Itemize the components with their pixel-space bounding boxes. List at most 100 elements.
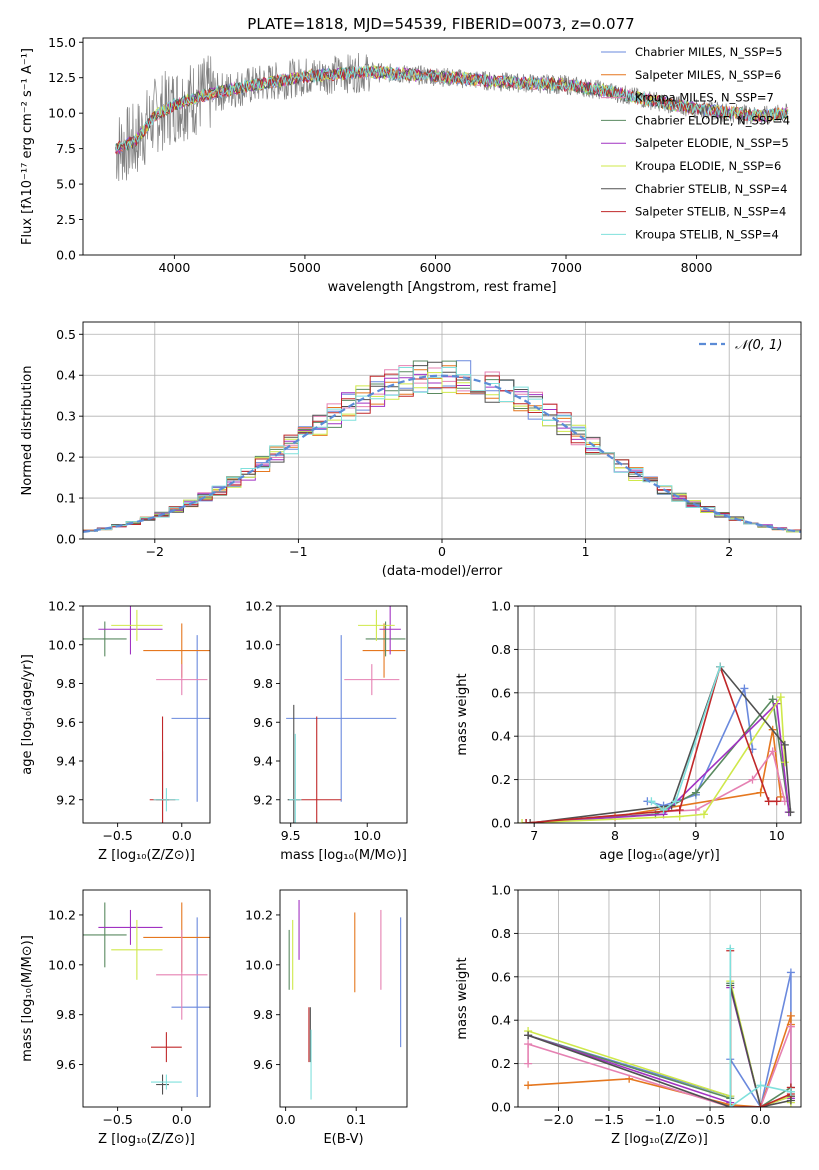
age_vs_mass-axes: 9.5 10.0 9.2 9.4 9.6 9.8 10.0 10.2 mass [log₁₀(M… [245, 599, 408, 863]
y-tick-label: 0.3 [56, 409, 76, 424]
axes-frame [517, 605, 802, 824]
mass_vs_ebv-panel [288, 899, 402, 1100]
x-axis-label: (data-model)/error [382, 564, 503, 579]
y-tick-label: 9.4 [253, 754, 273, 769]
weight-marker [776, 693, 785, 702]
mass_weight_vs_Z-plot-area [524, 944, 795, 1107]
y-tick-label: 0.2 [491, 1056, 511, 1071]
errorbar-point-6 [111, 919, 163, 980]
y-tick-label: 0.1 [56, 491, 76, 506]
spectrum-panel [115, 52, 789, 182]
mass_weight_vs_age-axes: 7 8 9 10 0.0 0.2 0.4 0.6 0.8 1.0 age [log₁₀(age/yr… [455, 599, 802, 863]
weight-marker [524, 1059, 533, 1068]
x-tick-label: 4000 [158, 260, 190, 275]
mass_vs_ebv-plot-area [288, 899, 402, 1100]
y-tick-label: 5.0 [56, 177, 76, 192]
weight-marker [786, 808, 795, 817]
errorbar-point-6 [111, 609, 163, 641]
y-tick-label: 10.0 [245, 957, 273, 972]
y-tick-label: 10.0 [48, 637, 76, 652]
y-tick-label: 0.2 [491, 772, 511, 787]
errorbar-point-1 [171, 917, 210, 1098]
weight-marker [522, 819, 531, 823]
y-tick-label: 10.0 [48, 106, 76, 121]
legend-entry: Kroupa STELIB, N_SSP=4 [635, 227, 779, 241]
y-tick-label: 1.0 [491, 883, 511, 898]
x-tick-label: 1 [582, 544, 590, 559]
x-tick-label: 0.1 [346, 1112, 366, 1127]
y-tick-label: 0.6 [491, 969, 511, 984]
legend-entry: Chabrier STELIB, N_SSP=4 [635, 182, 787, 196]
y-tick-label: 0.0 [491, 1100, 511, 1115]
y-tick-label: 10.0 [245, 637, 273, 652]
errorbar-point-3 [156, 929, 208, 1020]
y-tick-label: 2.5 [56, 212, 76, 227]
legend-entry: 𝒩(0, 1) [735, 338, 782, 353]
x-tick-label: 2 [725, 544, 733, 559]
weight-marker [786, 1087, 795, 1096]
spectrum-axes: 4000 5000 6000 7000 8000 0.0 2.5 5.0 7.5 10.0 12.5… [20, 35, 802, 295]
y-tick-label: 0.6 [491, 685, 511, 700]
weight-marker [716, 662, 725, 671]
y-tick-label: 10.0 [48, 957, 76, 972]
weight-marker [524, 1031, 533, 1040]
weight-marker [786, 1011, 795, 1020]
x-tick-label: 7000 [550, 260, 582, 275]
age_vs_mass-plot-area [286, 606, 406, 823]
weight-marker [748, 775, 757, 784]
weight-marker [768, 747, 777, 756]
weight-marker [671, 797, 680, 806]
errorbar-point-9 [153, 788, 180, 812]
mass_weight_vs_Z-axes: −2.0 −1.5 −1.0 −0.5 0.0 0.0 0.2 0.4 0.6 0.8 1.0 Z [… [455, 883, 802, 1147]
model-spectrum-6 [115, 65, 789, 150]
residuals-panel [83, 322, 801, 540]
y-tick-label: 0.4 [491, 1013, 511, 1028]
figure-title: PLATE=1818, MJD=54539, FIBERID=0073, z=0… [247, 15, 634, 33]
y-tick-label: 9.6 [253, 715, 273, 730]
errorbar-point-3 [156, 664, 208, 696]
y-tick-label: 0.0 [56, 532, 76, 547]
errorbar-point-5 [379, 606, 401, 655]
errorbar-point-8 [150, 1032, 182, 1063]
y-tick-label: 0.0 [491, 816, 511, 831]
weight-marker [524, 1040, 533, 1049]
x-tick-label: −1.5 [594, 1112, 624, 1127]
y-tick-label: 10.2 [48, 599, 76, 614]
mass_vs_Z-panel [83, 902, 210, 1098]
y-tick-label: 9.2 [253, 792, 273, 807]
y-tick-label: 9.8 [56, 676, 76, 691]
axes-frame [82, 889, 211, 1108]
weight-marker [647, 797, 656, 806]
weight-series-9 [650, 666, 721, 811]
weight-marker [691, 788, 700, 797]
y-tick-label: 0.0 [56, 248, 76, 263]
weight-marker [699, 810, 708, 819]
errorbar-point-2 [362, 623, 406, 678]
errorbar-point-1 [171, 635, 210, 802]
y-tick-label: 0.4 [491, 729, 511, 744]
y-tick-label: 10.2 [245, 599, 273, 614]
legend-entry: Chabrier MILES, N_SSP=5 [635, 45, 782, 59]
x-tick-label: −1 [289, 544, 307, 559]
legend-entry: Chabrier ELODIE, N_SSP=4 [635, 113, 790, 127]
weight-marker [780, 758, 789, 767]
errorbar-point-6 [358, 609, 395, 641]
errorbar-point-5 [98, 909, 163, 945]
y-axis-label: Flux [fλ10⁻¹⁷ erg cm⁻² s⁻¹ A⁻¹] [20, 48, 35, 245]
y-tick-label: 9.2 [56, 792, 76, 807]
x-tick-label: 7 [530, 828, 538, 843]
weight-marker [786, 1022, 795, 1031]
y-tick-label: 9.6 [56, 715, 76, 730]
x-tick-label: −0.5 [102, 1112, 132, 1127]
age_vs_Z-panel [83, 606, 210, 823]
x-axis-label: Z [log₁₀(Z/Z⊙)] [611, 1132, 708, 1147]
x-axis-label: age [log₁₀(age/yr)] [599, 848, 720, 863]
x-tick-label: 8000 [681, 260, 713, 275]
x-tick-label: −0.5 [102, 828, 132, 843]
y-tick-label: 12.5 [48, 70, 76, 85]
y-tick-label: 0.4 [56, 368, 76, 383]
x-tick-label: −0.5 [695, 1112, 725, 1127]
y-tick-label: 10.2 [48, 907, 76, 922]
x-tick-label: 0 [438, 544, 446, 559]
